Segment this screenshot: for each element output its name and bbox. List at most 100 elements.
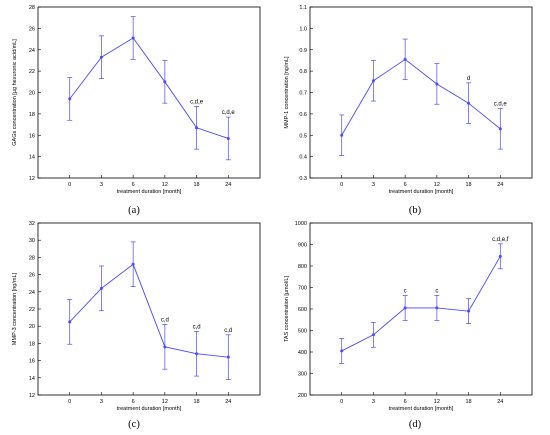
series-line [69, 263, 229, 358]
significance-label: c,d,e [190, 99, 204, 105]
data-point [68, 320, 72, 324]
x-tick-label: 24 [225, 182, 231, 188]
x-tick-label: 12 [434, 399, 440, 405]
y-tick-label: 0.5 [299, 133, 307, 139]
y-tick-label: 1.1 [299, 5, 307, 11]
y-tick-label: 16 [29, 359, 35, 365]
y-tick-label: 30 [29, 238, 35, 244]
y-tick-label: 26 [29, 26, 35, 32]
data-point [195, 352, 199, 356]
x-tick-label: 3 [100, 182, 103, 188]
data-point [99, 55, 103, 59]
data-point [403, 306, 407, 310]
significance-label: c,d,e,f [492, 237, 509, 243]
y-tick-label: 0.7 [299, 91, 307, 97]
plot-frame [37, 222, 261, 396]
x-tick-label: 24 [497, 399, 503, 405]
y-tick-label: 800 [298, 264, 307, 270]
data-point [403, 57, 407, 61]
y-tick-label: 0.6 [299, 112, 307, 118]
x-tick-label: 6 [404, 182, 407, 188]
x-axis-title: treatment duration [month] [117, 406, 182, 412]
y-tick-label: 24 [29, 48, 35, 54]
y-axis-title: GAGs concentration [µg hexuronic acid/mL… [12, 39, 18, 146]
y-tick-label: 22 [29, 69, 35, 75]
plot-frame [309, 6, 533, 179]
y-tick-label: 14 [29, 376, 35, 382]
panel-label: (d) [409, 419, 422, 430]
data-point [131, 262, 135, 266]
chart-panel-2: 0.3 0.4 0.5 0.6 0.7 0.8 0.9 1.0 1.1 0 3 6 12 18 24 trea… [284, 5, 533, 216]
data-point [340, 133, 344, 137]
x-axis-title: treatment duration [month] [389, 189, 454, 195]
x-tick-label: 0 [68, 399, 71, 405]
y-tick-label: 200 [298, 393, 307, 399]
x-tick-label: 24 [497, 182, 503, 188]
y-tick-label: 300 [298, 372, 307, 378]
y-tick-label: 32 [29, 221, 35, 227]
x-tick-label: 3 [100, 399, 103, 405]
significance-label: c [435, 288, 438, 294]
data-point [99, 286, 103, 290]
y-tick-label: 22 [29, 307, 35, 313]
panel-label: (a) [128, 205, 140, 216]
data-point [340, 349, 344, 353]
chart-panel-1: 12 14 16 18 20 22 24 26 28 0 3 6 12 18 24 treatment dur… [12, 5, 261, 216]
y-tick-label: 18 [29, 112, 35, 118]
significance-label: d [467, 76, 470, 82]
series-line [341, 58, 501, 136]
data-point [371, 333, 375, 337]
data-point [131, 36, 135, 40]
data-point [195, 126, 199, 130]
data-point [226, 136, 230, 140]
y-tick-label: 16 [29, 133, 35, 139]
y-tick-label: 900 [298, 243, 307, 249]
significance-label: c,d [224, 328, 232, 334]
y-tick-label: 600 [298, 307, 307, 313]
data-point [467, 309, 471, 313]
x-tick-label: 12 [434, 182, 440, 188]
x-tick-label: 12 [162, 182, 168, 188]
y-tick-label: 24 [29, 290, 35, 296]
x-tick-label: 18 [194, 182, 200, 188]
y-tick-label: 12 [29, 176, 35, 182]
y-tick-label: 0.3 [299, 176, 307, 182]
y-tick-label: 18 [29, 341, 35, 347]
significance-label: c [404, 288, 407, 294]
chart-panel-4: 200 300 400 500 600 700 800 900 1000 0 3 6 12 18 24 tre… [284, 221, 533, 430]
x-tick-label: 6 [132, 182, 135, 188]
data-point [163, 345, 167, 349]
x-tick-label: 6 [132, 399, 135, 405]
significance-label: c,d [193, 324, 201, 330]
data-point [371, 79, 375, 83]
data-point [435, 306, 439, 310]
data-point [498, 127, 502, 131]
y-tick-label: 1000 [295, 221, 307, 227]
series-line [341, 256, 501, 352]
data-point [435, 82, 439, 86]
data-point [467, 101, 471, 105]
y-tick-label: 26 [29, 273, 35, 279]
x-axis-title: treatment duration [month] [117, 189, 182, 195]
y-tick-label: 0.9 [299, 48, 307, 54]
y-axis-title: MMP-3 concentration [ng/mL] [12, 272, 18, 345]
panel-label: (c) [128, 419, 140, 430]
x-axis-title: treatment duration [month] [389, 406, 454, 412]
y-axis-title: MMP-1 concentration [ng/mL] [284, 56, 290, 129]
series-line [69, 37, 229, 139]
y-tick-label: 20 [29, 324, 35, 330]
x-tick-label: 6 [404, 399, 407, 405]
y-tick-label: 1.0 [299, 26, 307, 32]
x-tick-label: 18 [466, 399, 472, 405]
y-tick-label: 20 [29, 91, 35, 97]
x-tick-label: 3 [372, 399, 375, 405]
significance-label: c,d [161, 317, 169, 323]
chart-panel-3: 12 14 16 18 20 22 24 26 28 30 32 0 3 6 12 18 24 treatment… [12, 221, 261, 430]
x-tick-label: 18 [194, 399, 200, 405]
x-tick-label: 3 [372, 182, 375, 188]
y-tick-label: 12 [29, 393, 35, 399]
y-tick-label: 700 [298, 286, 307, 292]
y-tick-label: 14 [29, 155, 35, 161]
